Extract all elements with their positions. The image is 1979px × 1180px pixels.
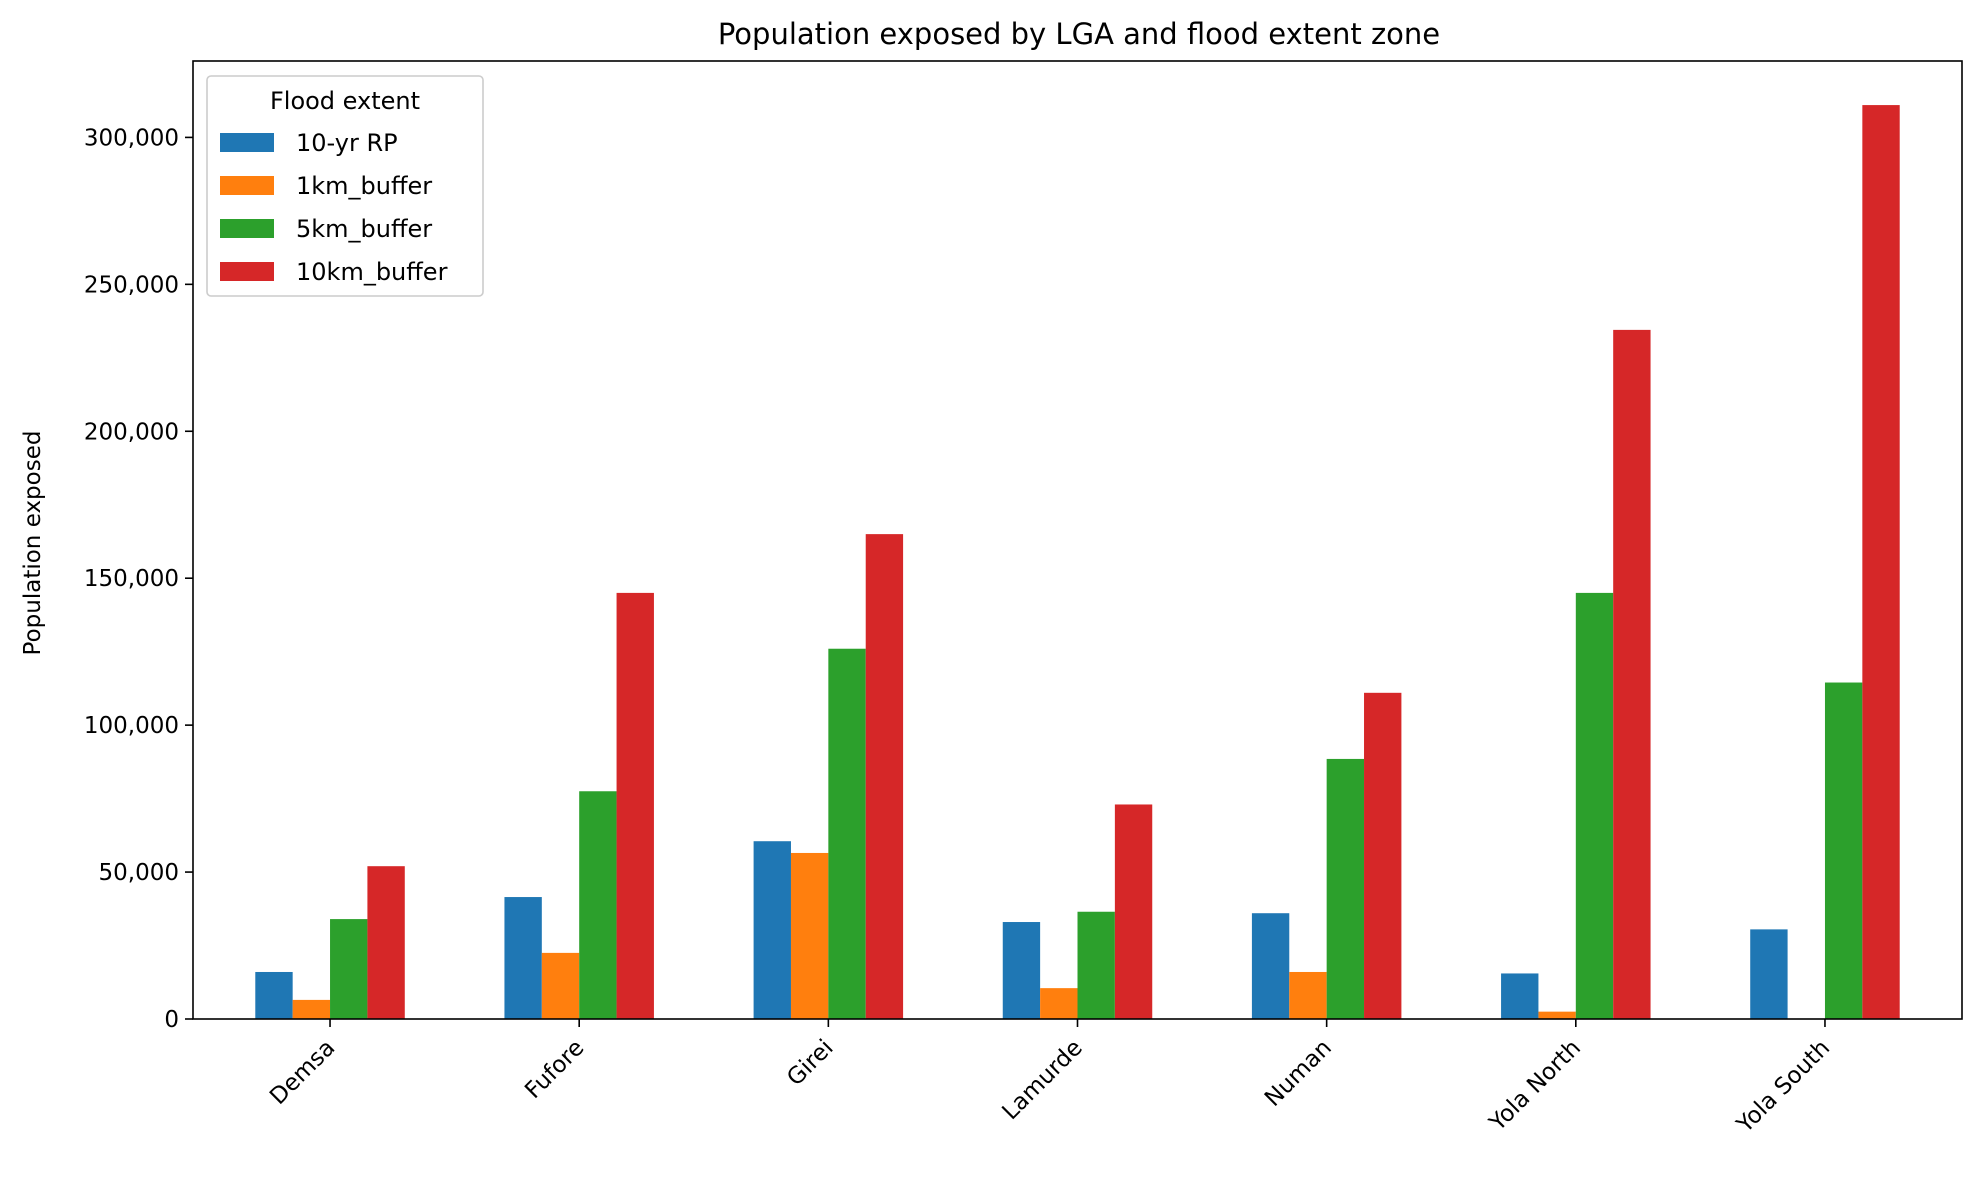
- bar-fufore-10-yr-rp: [504, 897, 542, 1019]
- bar-lamurde-5km-buffer: [1077, 911, 1115, 1019]
- chart-title: Population exposed by LGA and flood exte…: [718, 17, 1440, 51]
- y-tick-label: 50,000: [99, 860, 179, 886]
- x-tick-label: Demsa: [265, 1035, 340, 1110]
- bar-numan-1km-buffer: [1289, 971, 1327, 1019]
- bar-yola-south-5km-buffer: [1824, 682, 1863, 1019]
- bar-girei-10-yr-rp: [753, 841, 791, 1019]
- y-tick-label: 150,000: [84, 566, 179, 592]
- x-tick-label: Yola North: [1484, 1035, 1586, 1137]
- legend-swatch: [220, 219, 274, 238]
- bar-lamurde-10-yr-rp: [1002, 922, 1041, 1019]
- y-tick-label: 0: [164, 1007, 179, 1033]
- bar-yola-south-10km-buffer: [1862, 105, 1900, 1019]
- bar-girei-5km-buffer: [828, 648, 866, 1019]
- bar-demsa-10km-buffer: [367, 866, 405, 1019]
- x-tick-label: Fufore: [520, 1035, 589, 1104]
- x-tick-label: Girei: [782, 1035, 838, 1091]
- x-tick-label: Lamurde: [997, 1035, 1087, 1125]
- y-tick-label: 300,000: [84, 125, 179, 151]
- legend-swatch: [220, 176, 274, 195]
- bar-demsa-10-yr-rp: [255, 971, 293, 1019]
- legend-swatch: [220, 133, 274, 152]
- bar-yola-north-10-yr-rp: [1501, 973, 1539, 1019]
- bar-girei-1km-buffer: [790, 852, 829, 1019]
- y-axis-label: Population exposed: [20, 431, 46, 656]
- bar-demsa-1km-buffer: [292, 999, 331, 1019]
- bar-lamurde-1km-buffer: [1040, 988, 1078, 1019]
- legend-label: 10-yr RP: [296, 129, 398, 157]
- bar-yola-north-5km-buffer: [1575, 592, 1614, 1019]
- x-tick-label: Yola South: [1731, 1035, 1835, 1139]
- y-tick-label: 250,000: [84, 272, 179, 298]
- bar-fufore-5km-buffer: [579, 791, 617, 1019]
- legend-box: [206, 75, 484, 297]
- legend-label: 1km_buffer: [296, 172, 432, 200]
- bar-fufore-10km-buffer: [616, 592, 654, 1019]
- bar-numan-5km-buffer: [1326, 758, 1365, 1019]
- legend-swatch: [220, 262, 274, 281]
- bar-yola-north-1km-buffer: [1538, 1011, 1576, 1019]
- bar-girei-10km-buffer: [865, 534, 904, 1019]
- bar-numan-10-yr-rp: [1251, 913, 1290, 1019]
- bar-yola-south-10-yr-rp: [1750, 929, 1788, 1019]
- bar-demsa-5km-buffer: [330, 919, 368, 1019]
- legend: Flood extent 10-yr RP 1km_buffer 5km_buffer…: [206, 75, 484, 297]
- bar-fufore-1km-buffer: [541, 952, 580, 1019]
- bar-lamurde-10km-buffer: [1114, 804, 1153, 1019]
- y-tick-label: 200,000: [84, 419, 179, 445]
- legend-title: Flood extent: [270, 87, 420, 115]
- y-tick-label: 100,000: [84, 713, 179, 739]
- legend-label: 5km_buffer: [296, 215, 432, 243]
- bar-yola-north-10km-buffer: [1613, 329, 1651, 1020]
- x-tick-label: Numan: [1260, 1035, 1337, 1112]
- legend-label: 10km_buffer: [296, 258, 448, 286]
- bar-numan-10km-buffer: [1364, 692, 1402, 1019]
